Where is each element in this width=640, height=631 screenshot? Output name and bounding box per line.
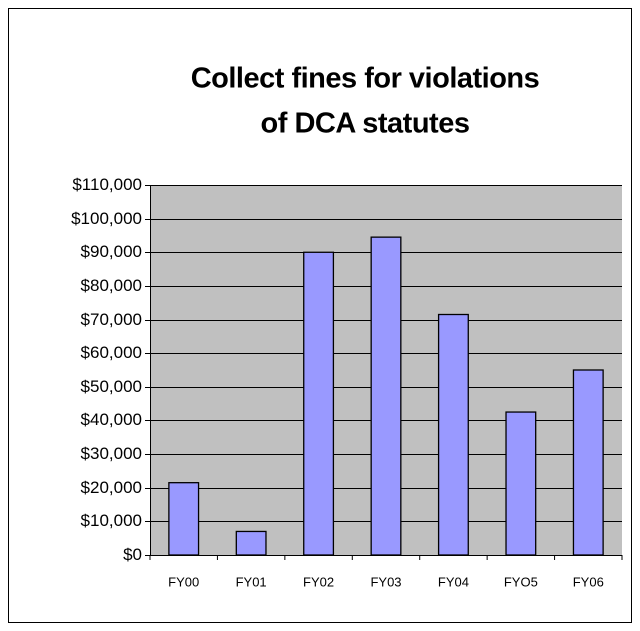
y-tick-label: $50,000: [81, 377, 142, 396]
bar: [235, 530, 267, 556]
y-tick-label: $40,000: [81, 410, 142, 429]
y-tick-label: $70,000: [81, 310, 142, 329]
y-tick-label: $80,000: [81, 276, 142, 295]
x-tick-label: FY06: [573, 574, 604, 589]
y-tick-label: $0: [123, 545, 142, 564]
bar: [437, 313, 469, 556]
x-tick-label: FY04: [438, 574, 469, 589]
y-tick-label: $110,000: [72, 175, 142, 194]
x-tick-label: FY03: [370, 574, 401, 589]
y-tick-label: $90,000: [81, 242, 142, 261]
y-tick-label: $100,000: [71, 209, 142, 228]
bar: [303, 251, 335, 556]
x-tick-label: FY01: [236, 574, 267, 589]
y-tick-label: $30,000: [81, 444, 142, 463]
chart-title: of DCA statutes: [261, 108, 470, 140]
x-tick-label: FY00: [168, 574, 199, 589]
bar: [168, 482, 200, 556]
y-tick-label: $10,000: [81, 511, 142, 530]
y-tick-label: $20,000: [81, 478, 142, 497]
y-tick-label: $60,000: [81, 343, 142, 362]
x-tick-label: FYO5: [504, 574, 538, 589]
bar: [572, 369, 604, 556]
bar: [370, 236, 402, 556]
x-tick-label: FY02: [303, 574, 334, 589]
bar: [505, 411, 537, 556]
chart-title: Collect fines for violations: [191, 63, 540, 95]
